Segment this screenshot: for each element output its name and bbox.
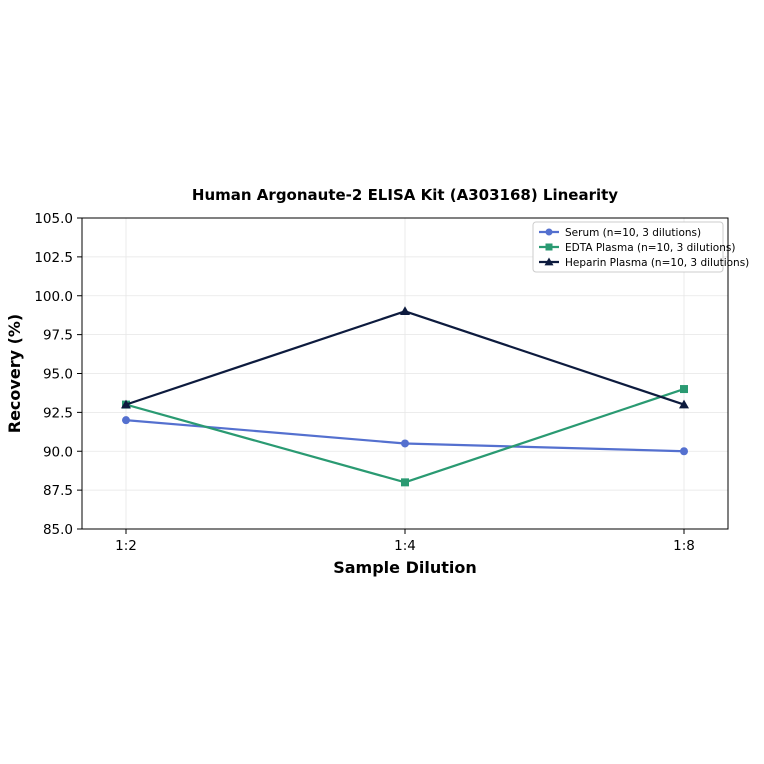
series-triangle	[121, 306, 689, 409]
y-tick-label: 85.0	[43, 522, 73, 538]
x-axis-label: Sample Dilution	[333, 558, 477, 577]
legend-marker	[545, 243, 553, 251]
data-point	[400, 306, 410, 316]
legend-label: EDTA Plasma (n=10, 3 dilutions)	[565, 242, 735, 254]
y-tick-label: 87.5	[43, 483, 73, 499]
data-point	[401, 439, 409, 448]
legend-entry: Serum (n=10, 3 dilutions)	[539, 227, 701, 239]
axis-ticks: 85.0 87.5 90.0 92.5 95.0 97.5 100.0 102.5 105.0 1…	[34, 211, 695, 554]
data-point	[679, 399, 689, 409]
y-tick-label: 105.0	[34, 211, 73, 227]
series-layer	[121, 306, 689, 487]
legend-box	[532, 221, 724, 273]
data-point	[121, 399, 131, 409]
y-tick-label: 100.0	[34, 289, 73, 305]
x-tick-label: 1:8	[673, 538, 695, 554]
data-point	[401, 478, 409, 487]
legend-marker	[544, 257, 554, 266]
y-tick-label: 97.5	[43, 328, 73, 344]
data-point	[680, 385, 688, 394]
series-circle	[122, 416, 688, 456]
data-point	[680, 447, 688, 456]
legend-label: Serum (n=10, 3 dilutions)	[565, 227, 701, 239]
y-tick-label: 90.0	[43, 444, 73, 460]
x-tick-label: 1:4	[394, 538, 416, 554]
legend-label: Heparin Plasma (n=10, 3 dilutions)	[565, 257, 749, 269]
y-axis-label: Recovery (%)	[5, 314, 24, 433]
chart-title: Human Argonaute-2 ELISA Kit (A303168) Li…	[192, 186, 618, 204]
data-point	[122, 416, 130, 425]
y-tick-label: 92.5	[43, 405, 73, 421]
legend-marker	[545, 228, 553, 236]
y-tick-label: 95.0	[43, 367, 73, 383]
legend-entry: Heparin Plasma (n=10, 3 dilutions)	[539, 257, 749, 269]
y-tick-label: 102.5	[34, 250, 73, 266]
legend: Serum (n=10, 3 dilutions) EDTA Plasma (n=…	[532, 221, 749, 273]
legend-entry: EDTA Plasma (n=10, 3 dilutions)	[539, 242, 735, 254]
x-tick-label: 1:2	[115, 538, 137, 554]
